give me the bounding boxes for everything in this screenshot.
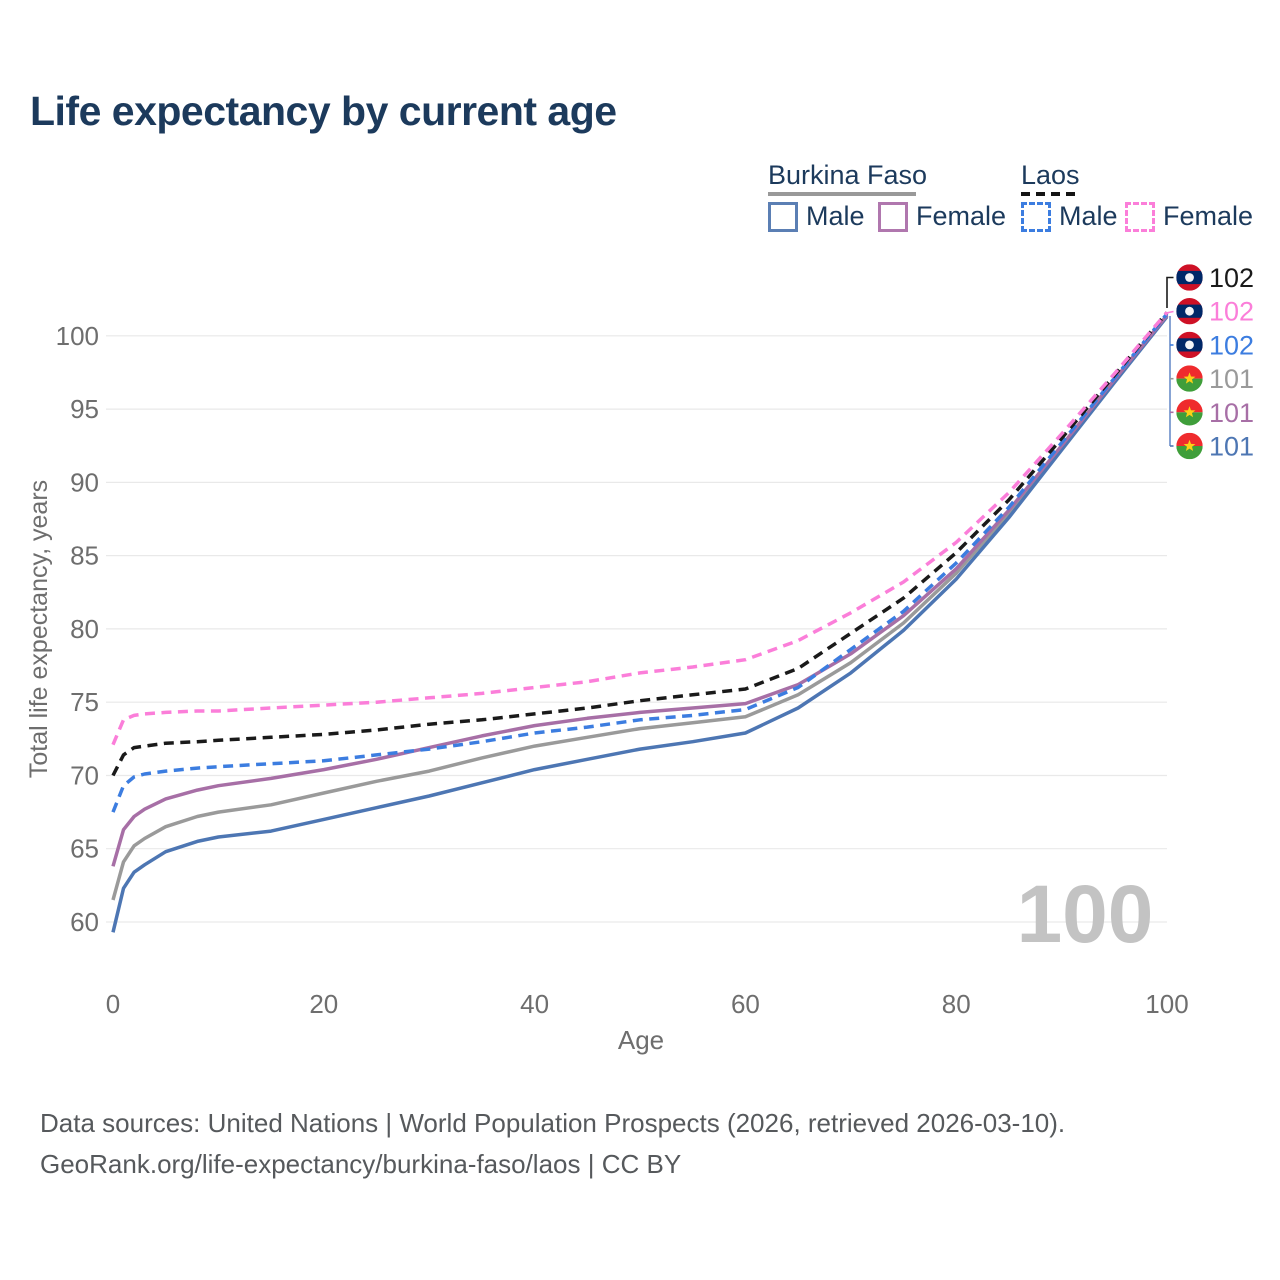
connector-laos-total	[1166, 276, 1174, 308]
burkina-female-swatch-icon	[878, 201, 908, 232]
laos-flag-icon	[1176, 331, 1203, 359]
laos-female-swatch-icon	[1125, 201, 1155, 232]
attribution-url: GeoRank.org/life-expectancy/burkina-faso…	[40, 1149, 682, 1179]
laos-flag-icon	[1176, 264, 1203, 291]
x-axis-title: Age	[618, 1025, 664, 1055]
x-tick-40: 40	[520, 989, 549, 1019]
end-label-laos-male: 102	[1209, 330, 1254, 360]
laos-male-swatch-icon	[1021, 201, 1051, 232]
end-label-burkina-faso-male: 101	[1209, 432, 1254, 462]
line-burkina-faso-male	[111, 315, 1169, 933]
legend-label: Male	[1059, 201, 1118, 231]
burkina-faso-flag-icon	[1176, 365, 1203, 392]
x-tick-100: 100	[1145, 989, 1188, 1019]
y-tick-60: 60	[70, 907, 99, 937]
x-tick-20: 20	[309, 989, 338, 1019]
label-connectors	[1165, 276, 1174, 447]
connector-laos-female	[1165, 310, 1174, 314]
data-sources-note: Data sources: United Nations | World Pop…	[40, 1108, 1066, 1138]
y-tick-95: 95	[70, 394, 99, 424]
x-tick-labels: 0 20 40 60 80 100	[106, 989, 1189, 1019]
y-tick-90: 90	[70, 467, 99, 497]
line-burkina-faso-female	[111, 314, 1169, 867]
laos-total-line-swatch	[1021, 192, 1075, 196]
legend-country-laos: Laos	[1021, 160, 1080, 190]
laos-flag-icon	[1176, 298, 1203, 325]
end-label-laos-female: 102	[1209, 297, 1254, 327]
y-tick-100: 100	[56, 321, 99, 351]
line-laos-female	[111, 311, 1169, 746]
end-label-burkina-faso: 101	[1209, 364, 1254, 394]
y-tick-75: 75	[70, 687, 99, 717]
y-tick-70: 70	[70, 761, 99, 791]
y-tick-80: 80	[70, 614, 99, 644]
y-axis-title: Total life expectancy, years	[25, 480, 53, 778]
legend-item-laos-female[interactable]: Female	[1125, 201, 1253, 232]
legend-label: Female	[916, 201, 1007, 231]
page-title: Life expectancy by current age	[30, 88, 617, 134]
legend-item-burkina-female[interactable]: Female	[878, 201, 1006, 232]
x-tick-0: 0	[106, 989, 120, 1019]
end-label-laos: 102	[1209, 263, 1254, 293]
burkina-faso-flag-icon	[1176, 399, 1203, 426]
line-laos	[111, 311, 1169, 777]
x-tick-80: 80	[942, 989, 971, 1019]
legend-item-burkina-male[interactable]: Male	[768, 201, 865, 232]
series-lines	[111, 311, 1169, 933]
legend-country-burkina-faso: Burkina Faso	[768, 160, 928, 190]
burkina-faso-flag-icon	[1176, 432, 1203, 460]
legend-label: Male	[806, 201, 865, 231]
legend-item-laos-male[interactable]: Male	[1021, 201, 1118, 232]
line-burkina-faso	[111, 314, 1169, 901]
burkina-male-swatch-icon	[768, 201, 798, 232]
y-tick-65: 65	[70, 834, 99, 864]
gridlines	[106, 335, 1167, 923]
burkina-faso-total-line-swatch	[768, 192, 916, 196]
watermark-age-counter: 100	[1017, 869, 1154, 960]
y-tick-labels: 60 65 70 75 80 85 90 95 100	[56, 321, 99, 937]
x-tick-60: 60	[731, 989, 760, 1019]
y-tick-85: 85	[70, 541, 99, 571]
legend-label: Female	[1163, 201, 1254, 231]
line-laos-male	[111, 312, 1169, 813]
end-label-burkina-faso-female: 101	[1209, 398, 1254, 428]
